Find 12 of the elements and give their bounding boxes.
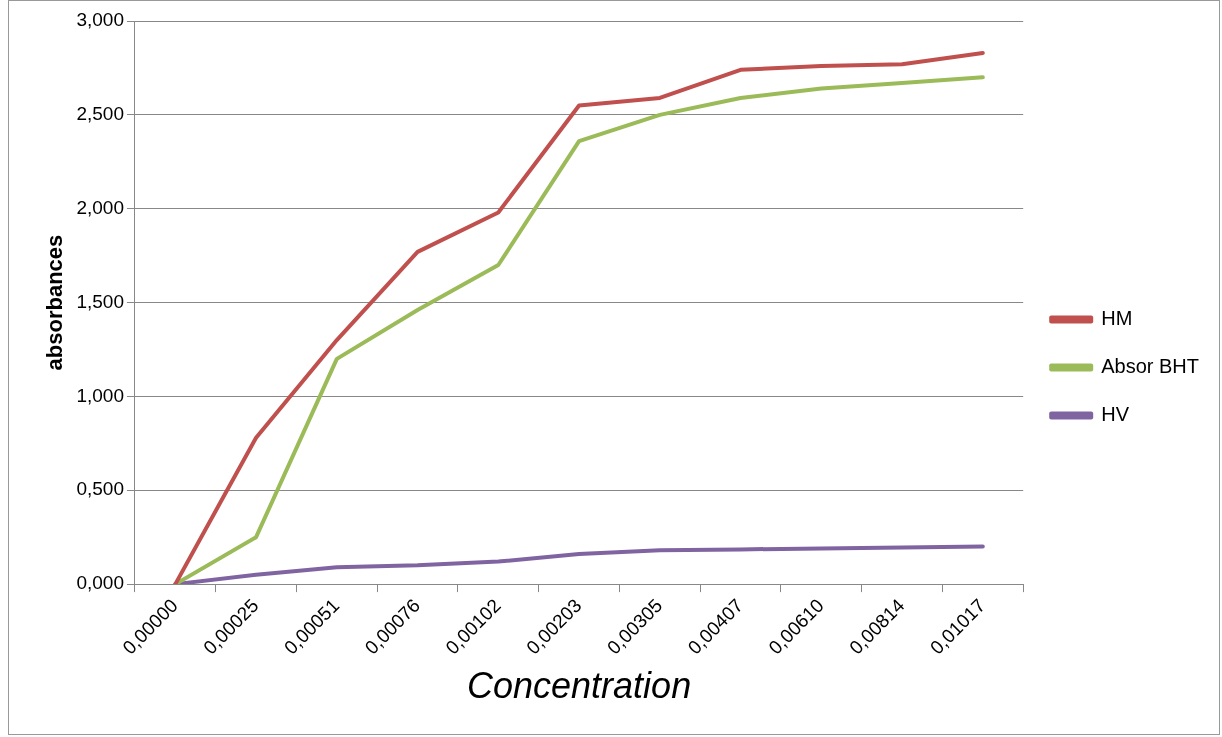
y-axis-title: absorbances [42,234,68,371]
y-tick-label: 0,500 [76,478,124,500]
y-tick-label: 1,000 [76,384,124,406]
y-tick-label: 3,000 [76,9,124,31]
y-tick-label: 2,000 [76,196,124,218]
y-tick-label: 1,500 [76,290,124,312]
legend-label: HM [1101,307,1133,330]
y-tick-label: 2,500 [76,103,124,125]
legend-label: Absor BHT [1101,355,1200,378]
y-tick-label: 0,000 [76,572,124,594]
legend-label: HV [1101,403,1130,426]
x-axis-title: Concentration [467,665,692,707]
